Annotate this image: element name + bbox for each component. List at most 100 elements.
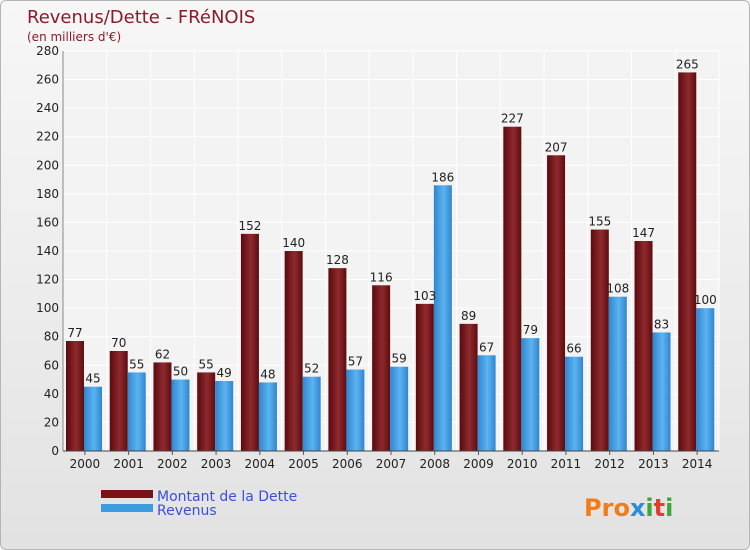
value-label-debt: 116 [370, 270, 393, 284]
bar-debt [284, 251, 303, 451]
y-tick-label: 20 [44, 415, 59, 429]
bar-debt [328, 268, 347, 451]
bar-revenus [215, 381, 234, 451]
value-label-revenus: 100 [694, 293, 717, 307]
value-label-revenus: 52 [304, 362, 319, 376]
value-label-debt: 147 [632, 226, 655, 240]
value-label-debt: 265 [676, 57, 699, 71]
value-label-debt: 62 [155, 347, 170, 361]
value-label-debt: 207 [545, 140, 568, 154]
value-label-revenus: 48 [260, 367, 275, 381]
y-tick-label: 140 [36, 244, 59, 258]
bar-revenus [477, 355, 496, 451]
value-label-revenus: 50 [173, 365, 188, 379]
x-tick-label: 2006 [332, 457, 363, 471]
x-tick-label: 2005 [288, 457, 319, 471]
proxiti-logo: Proxiti [584, 494, 673, 522]
bar-debt [240, 233, 259, 451]
bar-revenus [565, 356, 584, 451]
y-tick-label: 200 [36, 158, 59, 172]
chart-subtitle: (en milliers d'€) [27, 30, 121, 44]
x-tick-label: 2014 [682, 457, 713, 471]
legend-label-revenus: Revenus [157, 503, 217, 519]
x-tick-label: 2008 [419, 457, 450, 471]
bar-revenus [433, 185, 452, 452]
legend-label-debt: Montant de la Dette [157, 489, 297, 505]
y-tick-label: 120 [36, 273, 59, 287]
bar-revenus [302, 376, 321, 451]
value-label-revenus: 108 [606, 282, 629, 296]
y-tick-label: 180 [36, 187, 59, 201]
legend-swatch-revenus [101, 504, 153, 512]
proxiti-logo-text: Proxiti [584, 494, 673, 522]
x-tick-label: 2009 [463, 457, 494, 471]
labels-layer: 7745705562505549152481405212857116591031… [67, 57, 716, 385]
value-label-revenus: 49 [217, 366, 232, 380]
bar-debt [66, 341, 84, 451]
bar-debt [372, 285, 391, 451]
value-label-debt: 103 [413, 289, 436, 303]
value-label-debt: 70 [111, 336, 126, 350]
bar-revenus [608, 296, 627, 451]
bar-revenus [84, 386, 102, 451]
bar-debt [634, 241, 653, 451]
value-label-revenus: 59 [391, 352, 406, 366]
value-label-debt: 128 [326, 253, 349, 267]
y-tick-label: 40 [44, 387, 59, 401]
value-label-debt: 155 [588, 215, 611, 229]
bar-debt [459, 323, 478, 451]
y-tick-label: 240 [36, 101, 59, 115]
value-label-debt: 77 [67, 326, 82, 340]
bar-revenus [258, 382, 277, 451]
value-label-debt: 55 [199, 357, 214, 371]
x-tick-label: 2011 [551, 457, 582, 471]
bar-debt [109, 351, 128, 451]
value-label-debt: 89 [461, 309, 476, 323]
bar-debt [503, 126, 522, 451]
bars-layer [66, 72, 715, 452]
y-tick-label: 160 [36, 215, 59, 229]
y-tick-label: 220 [36, 130, 59, 144]
bar-revenus [652, 332, 671, 451]
bar-debt [197, 372, 216, 451]
y-tick-label: 0 [51, 444, 59, 458]
value-label-revenus: 55 [129, 357, 144, 371]
x-tick-label: 2012 [594, 457, 625, 471]
legend: Montant de la Dette Revenus [101, 489, 297, 519]
x-tick-label: 2007 [376, 457, 407, 471]
bar-revenus [346, 369, 365, 451]
bar-revenus [390, 366, 409, 451]
value-label-revenus: 45 [85, 372, 100, 386]
axis-layer: 0 20 40 60 80 100 120 140 160 180 200 220 240 260 280 2… [36, 44, 719, 471]
x-tick-label: 2004 [245, 457, 276, 471]
y-tick-label: 100 [36, 301, 59, 315]
y-tick-label: 260 [36, 73, 59, 87]
y-tick-label: 80 [44, 330, 59, 344]
value-label-revenus: 67 [479, 340, 494, 354]
value-label-revenus: 83 [654, 317, 669, 331]
bar-revenus [171, 379, 190, 451]
value-label-revenus: 79 [523, 323, 538, 337]
value-label-revenus: 186 [431, 170, 454, 184]
value-label-revenus: 57 [348, 355, 363, 369]
x-tick-label: 2003 [201, 457, 232, 471]
x-tick-label: 2001 [113, 457, 144, 471]
x-tick-label: 2002 [157, 457, 188, 471]
bar-debt [153, 362, 172, 451]
value-label-debt: 140 [282, 236, 305, 250]
bar-revenus [127, 372, 146, 451]
x-tick-label: 2010 [507, 457, 538, 471]
value-label-debt: 152 [238, 219, 261, 233]
y-tick-label: 280 [36, 44, 59, 58]
bar-revenus [696, 308, 715, 451]
bar-debt [678, 72, 697, 451]
y-tick-label: 60 [44, 358, 59, 372]
chart-title: Revenus/Dette - FRéNOIS [27, 7, 255, 28]
x-tick-label: 2013 [638, 457, 669, 471]
bar-debt [590, 229, 609, 451]
legend-swatch-debt [101, 490, 153, 498]
bar-debt [547, 155, 566, 452]
bar-revenus [521, 338, 540, 451]
